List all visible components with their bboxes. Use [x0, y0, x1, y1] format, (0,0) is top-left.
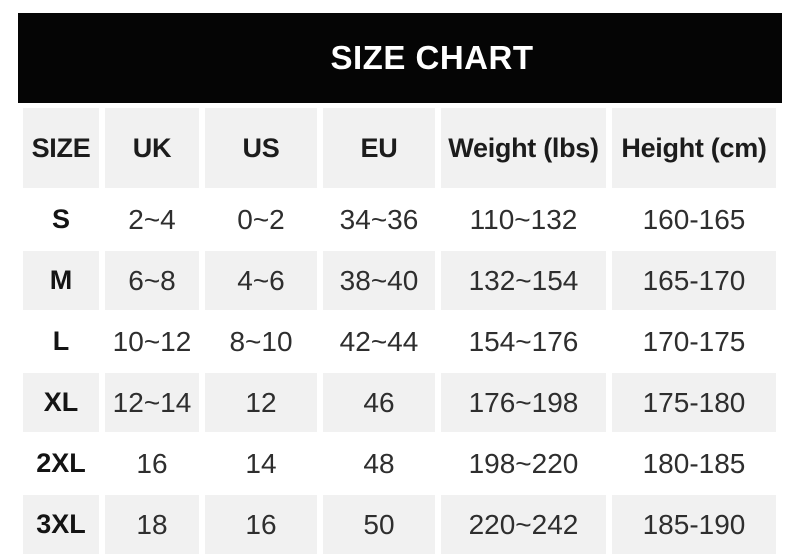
size-label: 3XL — [23, 495, 99, 554]
size-label: L — [52, 326, 70, 356]
table-cell: 46 — [323, 373, 435, 432]
title-bar: SIZE CHART — [18, 13, 782, 103]
table-cell: 165-170 — [612, 251, 776, 310]
table-cell: 176~198 — [441, 373, 606, 432]
size-label: M — [23, 251, 99, 310]
column-header-uk: UK — [105, 108, 199, 188]
table-cell: 10~12 — [112, 325, 192, 357]
size-label: 2XL — [36, 448, 86, 478]
page-title: SIZE CHART — [330, 39, 534, 76]
table-cell: 2~4 — [128, 203, 176, 235]
size-label: S — [51, 204, 70, 234]
table-cell: 48 — [363, 447, 395, 479]
table-cell: 160-165 — [642, 203, 746, 235]
table-cell: 12~14 — [105, 373, 199, 432]
table-cell: 175-180 — [612, 373, 776, 432]
table-cell: 170-175 — [642, 325, 746, 357]
column-header-height-cm: Height (cm) — [612, 108, 776, 188]
table-cell: 110~132 — [469, 203, 578, 235]
table-cell: 42~44 — [339, 325, 419, 357]
size-label: XL — [23, 373, 99, 432]
table-cell: 16 — [136, 447, 168, 479]
table-cell: 198~220 — [468, 447, 579, 479]
table-cell: 220~242 — [441, 495, 606, 554]
table-cell: 180-185 — [642, 447, 746, 479]
table-cell: 18 — [105, 495, 199, 554]
column-header-size: SIZE — [23, 108, 99, 188]
table-cell: 16 — [205, 495, 317, 554]
table-cell: 154~176 — [468, 325, 579, 357]
table-cell: 12 — [205, 373, 317, 432]
column-header-weight-lbs: Weight (lbs) — [441, 108, 606, 188]
column-header-us: US — [205, 108, 317, 188]
size-table: SIZE UK US EU Weight (lbs) Height (cm) S 2~4 0~2… — [23, 108, 776, 554]
table-cell: 4~6 — [205, 251, 317, 310]
table-cell: 38~40 — [323, 251, 435, 310]
table-cell: 8~10 — [229, 325, 293, 357]
table-cell: 14 — [245, 447, 277, 479]
table-cell: 132~154 — [441, 251, 606, 310]
table-cell: 185-190 — [612, 495, 776, 554]
table-cell: 6~8 — [105, 251, 199, 310]
table-cell: 50 — [323, 495, 435, 554]
column-header-eu: EU — [323, 108, 435, 188]
table-cell: 34~36 — [339, 203, 419, 235]
table-cell: 0~2 — [237, 203, 285, 235]
